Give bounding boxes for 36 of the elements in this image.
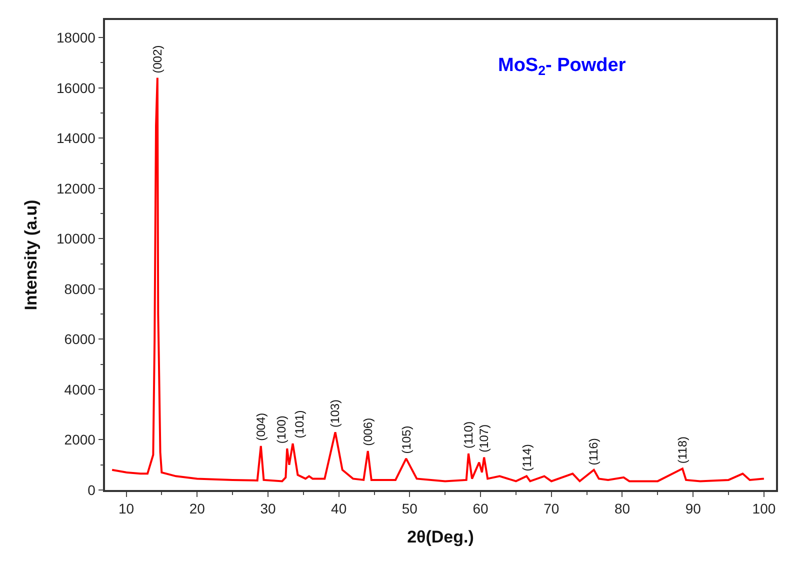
x-tick-label: 100 bbox=[752, 500, 776, 517]
annotation: (107) bbox=[476, 424, 491, 452]
annotation: (101) bbox=[292, 410, 306, 438]
x-tick-label: 40 bbox=[331, 500, 347, 517]
y-tick-label: 18000 bbox=[56, 29, 96, 46]
x-axis-title: 2θ(Deg.) bbox=[407, 527, 474, 546]
y-tick-label: 10000 bbox=[56, 230, 96, 247]
x-tick-label: 10 bbox=[118, 500, 134, 517]
y-tick-label: 4000 bbox=[64, 381, 96, 398]
y-tick-label: 16000 bbox=[56, 80, 96, 96]
annotation: (114) bbox=[520, 444, 534, 472]
x-tick-label: 50 bbox=[402, 500, 418, 517]
y-tick-label: 0 bbox=[88, 482, 96, 498]
annotation: MoS$_{2}$- Powder bbox=[498, 55, 626, 78]
annotation: (118) bbox=[675, 436, 690, 464]
x-tick-label: 90 bbox=[685, 500, 702, 517]
y-tick-label: 14000 bbox=[56, 130, 96, 146]
line-series bbox=[111, 76, 765, 482]
annotation: (105) bbox=[400, 426, 414, 454]
y-tick-label: 12000 bbox=[56, 180, 96, 196]
annotation: (103) bbox=[328, 399, 342, 428]
x-tick-label: 20 bbox=[189, 500, 206, 517]
annotation: (004) bbox=[254, 412, 268, 441]
x-tick-label: 60 bbox=[472, 500, 489, 517]
x-tick-label: 80 bbox=[614, 500, 630, 517]
annotation: (002) bbox=[150, 45, 165, 74]
annotation: (116) bbox=[586, 438, 601, 466]
x-tick-label: 30 bbox=[260, 500, 276, 517]
annotation: (110) bbox=[461, 421, 476, 449]
annotation: (100) bbox=[274, 416, 289, 444]
y-tick-label: 2000 bbox=[64, 432, 96, 448]
x-tick-label: 70 bbox=[544, 500, 560, 517]
y-tick-label: 8000 bbox=[64, 280, 96, 297]
y-tick-label: 6000 bbox=[64, 331, 96, 348]
y-axis-title: Intensity (a.u) bbox=[22, 200, 41, 310]
annotation: (006) bbox=[360, 418, 375, 446]
